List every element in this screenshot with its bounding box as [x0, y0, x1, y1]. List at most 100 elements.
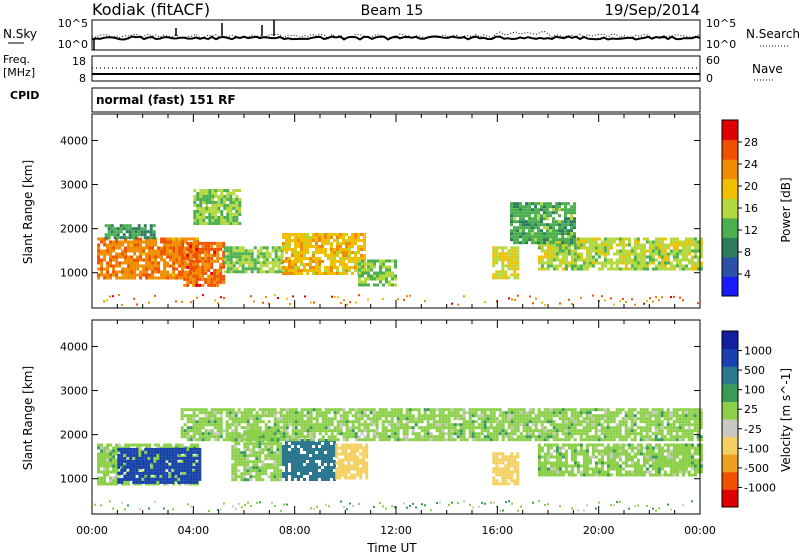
scatter-cell: [358, 294, 360, 297]
scatter-cell: [338, 461, 342, 465]
scatter-cell: [333, 426, 337, 430]
scatter-cell: [291, 260, 294, 263]
scatter-cell: [250, 267, 254, 271]
scatter-cell: [175, 479, 179, 483]
scatter-cell: [150, 450, 154, 454]
scatter-cell: [243, 411, 247, 415]
scatter-cell: [624, 258, 628, 262]
scatter-cell: [655, 296, 657, 298]
scatter-cell: [291, 475, 294, 478]
scatter-cell: [457, 303, 459, 306]
scatter-cell: [258, 438, 262, 442]
scatter-cell: [600, 249, 604, 253]
scatter-cell: [144, 453, 148, 457]
scatter-cell: [318, 245, 321, 248]
scatter-cell: [169, 255, 173, 259]
scatter-cell: [238, 270, 242, 274]
scatter-cell: [115, 467, 119, 471]
noise-right-label: N.Search: [746, 27, 800, 41]
scatter-cell: [261, 411, 265, 415]
scatter-cell: [525, 241, 528, 245]
scatter-cell: [693, 467, 697, 471]
scatter-cell: [100, 273, 104, 277]
scatter-cell: [214, 204, 218, 207]
scatter-cell: [198, 447, 202, 451]
scatter-cell: [144, 465, 148, 469]
scatter-cell: [240, 454, 244, 458]
scatter-cell: [492, 467, 496, 471]
scatter-cell: [267, 475, 271, 479]
scatter-cell: [426, 423, 430, 427]
scatter-cell: [657, 264, 661, 268]
scatter-cell: [359, 446, 363, 450]
scatter-cell: [432, 408, 436, 412]
scatter-cell: [405, 423, 409, 427]
scatter-cell: [585, 464, 589, 468]
scatter-cell: [549, 255, 553, 259]
scatter-cell: [432, 426, 436, 430]
scatter-cell: [582, 267, 586, 271]
scatter-cell: [225, 423, 229, 427]
scatter-cell: [367, 277, 370, 281]
scatter-cell: [570, 208, 573, 212]
scatter-cell: [205, 210, 209, 213]
scatter-cell: [585, 461, 589, 465]
scatter-cell: [552, 226, 555, 230]
scatter-cell: [516, 246, 520, 250]
scatter-cell: [345, 242, 348, 245]
scatter-cell: [327, 417, 331, 421]
scatter-cell: [390, 417, 394, 421]
scatter-cell: [282, 426, 286, 430]
scatter-cell: [246, 408, 250, 412]
scatter-cell: [273, 414, 277, 418]
scatter-cell: [195, 468, 199, 472]
scatter-cell: [444, 417, 448, 421]
scatter-cell: [204, 414, 208, 418]
scatter-cell: [492, 455, 496, 459]
scatter-cell: [303, 266, 306, 269]
scatter-cell: [375, 417, 379, 421]
scatter-cell: [279, 414, 283, 418]
scatter-cell: [285, 272, 288, 275]
scatter-cell: [189, 414, 193, 418]
scatter-cell: [348, 266, 351, 269]
scatter-cell: [321, 438, 325, 442]
scatter-cell: [210, 265, 214, 269]
scatter-cell: [186, 253, 190, 257]
scatter-cell: [207, 438, 211, 442]
scatter-cell: [588, 264, 592, 268]
scatter-cell: [186, 480, 190, 484]
scatter-cell: [678, 267, 682, 271]
scatter-cell: [570, 473, 574, 477]
scatter-cell: [498, 470, 502, 474]
scatter-cell: [525, 214, 528, 218]
scatter-cell: [309, 408, 313, 412]
scatter-cell: [118, 264, 122, 268]
scatter-cell: [136, 482, 140, 486]
scatter-cell: [159, 471, 163, 475]
scatter-cell: [246, 478, 250, 482]
scatter-cell: [294, 257, 297, 260]
scatter-cell: [627, 446, 631, 450]
scatter-cell: [350, 452, 354, 456]
scatter-cell: [564, 226, 567, 230]
scatter-cell: [97, 267, 101, 271]
scatter-cell: [267, 411, 271, 415]
scatter-cell: [501, 261, 505, 265]
scatter-cell: [198, 420, 202, 424]
scatter-cell: [285, 408, 289, 412]
scatter-cell: [294, 442, 297, 445]
scatter-cell: [399, 420, 403, 424]
scatter-cell: [612, 467, 616, 471]
scatter-cell: [363, 408, 367, 412]
scatter-cell: [129, 477, 133, 481]
scatter-cell: [624, 237, 628, 241]
scatter-cell: [372, 411, 376, 415]
scatter-cell: [204, 280, 208, 284]
scatter-cell: [204, 268, 208, 272]
scatter-cell: [540, 470, 544, 474]
scatter-cell: [660, 246, 664, 250]
scatter-cell: [210, 429, 214, 433]
scatter-cell: [648, 452, 652, 456]
scatter-cell: [246, 411, 250, 415]
